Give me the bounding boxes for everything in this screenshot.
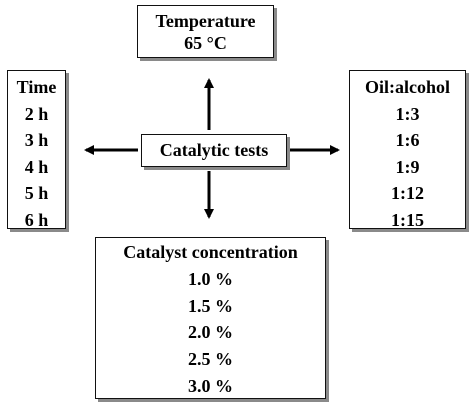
ratio-value: 1:6 [395,130,420,150]
concentration-value: 2.0 % [188,322,233,343]
concentration-title: Catalyst concentration [123,242,298,262]
time-value: 6 h [24,209,49,230]
catalyst-concentration-box: Catalyst concentration 1.0 % 1.5 % 2.0 %… [95,237,326,399]
time-box: Time 2 h 3 h 4 h 5 h 6 h [7,70,66,230]
temperature-title: Temperature [155,11,256,31]
concentration-value: 3.0 % [188,375,233,396]
time-value: 5 h [24,183,49,203]
time-value: 3 h [24,130,49,150]
temperature-box: Temperature 65 °C [137,5,274,58]
ratio-title: Oil:alcohol [365,77,450,97]
time-value: 2 h [24,103,49,124]
time-value: 4 h [24,156,49,177]
concentration-value: 1.5 % [188,295,233,316]
catalytic-tests-box: Catalytic tests [141,134,287,167]
concentration-value: 1.0 % [188,268,233,289]
temperature-value: 65 °C [184,33,227,53]
ratio-value: 1:9 [395,156,420,177]
ratio-value: 1:3 [395,103,420,124]
concentration-value: 2.5 % [188,349,233,370]
ratio-value: 1:12 [391,183,424,203]
time-title: Time [16,77,57,97]
center-label: Catalytic tests [159,140,269,160]
ratio-value: 1:15 [391,209,424,230]
oil-alcohol-box: Oil:alcohol 1:3 1:6 1:9 1:12 1:15 [349,70,466,230]
